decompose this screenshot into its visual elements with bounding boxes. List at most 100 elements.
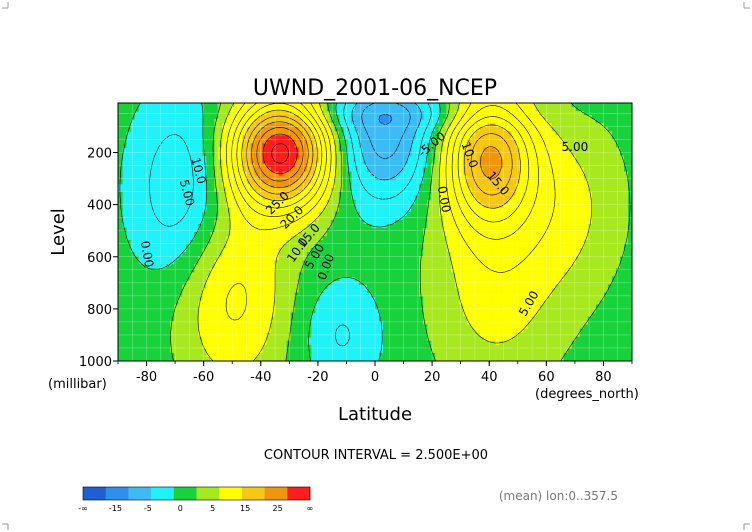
contour-cell [627, 111, 632, 116]
contour-cell [214, 147, 219, 152]
contour-cell [238, 151, 244, 157]
contour-cell [206, 256, 211, 261]
contour-cell [170, 292, 175, 298]
contour-cell [254, 232, 260, 237]
contour-cell [298, 244, 304, 249]
contour-cell [523, 288, 529, 294]
contour-cell [523, 175, 529, 181]
contour-cell [547, 244, 553, 249]
contour-cell [415, 199, 420, 205]
contour-cell [431, 131, 436, 136]
contour-cell [370, 284, 376, 290]
contour-cell [551, 195, 557, 201]
contour-cell [447, 288, 452, 294]
contour-cell [559, 147, 565, 152]
contour-cell [330, 163, 336, 169]
contour-cell [286, 143, 292, 148]
contour-cell [463, 272, 468, 277]
contour-cell [555, 159, 561, 165]
contour-cell [210, 183, 215, 189]
contour-cell [346, 187, 352, 193]
contour-cell [491, 107, 497, 112]
contour-cell [338, 219, 344, 225]
contour-cell [487, 175, 493, 181]
contour-cell [463, 284, 468, 290]
contour-cell [587, 115, 593, 120]
contour-cell [290, 171, 296, 177]
contour-cell [254, 199, 260, 205]
contour-cell [559, 107, 565, 112]
contour-cell [459, 276, 464, 281]
contour-cell [238, 232, 244, 237]
contour-cell [118, 264, 123, 269]
contour-cell [619, 211, 625, 217]
contour-cell [366, 252, 372, 257]
contour-cell [575, 236, 581, 241]
contour-cell [439, 292, 444, 298]
contour-cell [310, 183, 316, 189]
contour-cell [475, 244, 481, 249]
contour-cell [551, 288, 557, 294]
contour-cell [230, 268, 236, 273]
contour-cell [214, 143, 219, 148]
contour-cell [439, 272, 444, 277]
contour-cell [539, 252, 545, 257]
contour-cell [222, 159, 228, 165]
contour-cell [254, 107, 260, 112]
contour-cell [571, 115, 577, 120]
contour-cell [555, 127, 561, 132]
contour-cell [210, 195, 215, 201]
contour-cell [447, 131, 452, 136]
contour-cell [627, 135, 632, 140]
contour-cell [415, 248, 420, 253]
contour-cell [419, 191, 424, 197]
contour-cell [627, 147, 632, 152]
contour-cell [555, 284, 561, 290]
contour-cell [487, 143, 493, 148]
contour-cell [330, 115, 336, 120]
contour-cell [507, 119, 513, 124]
contour-cell [459, 244, 464, 249]
contour-cell [563, 264, 569, 269]
contour-cell [523, 268, 529, 273]
contour-cell [306, 195, 312, 201]
contour-cell [543, 264, 549, 269]
contour-cell [563, 252, 569, 257]
contour-cell [403, 240, 408, 245]
contour-cell [318, 159, 324, 165]
contour-cell [118, 276, 123, 281]
contour-cell [627, 191, 632, 197]
contour-cell [358, 227, 364, 233]
contour-cell [499, 227, 505, 233]
contour-cell [415, 264, 420, 269]
contour-cell [338, 127, 344, 132]
contour-cell [487, 256, 493, 261]
contour-cell [334, 199, 340, 205]
contour-cell [302, 203, 308, 209]
contour-cell [623, 248, 629, 253]
contour-cell [130, 268, 135, 273]
contour-cell [499, 195, 505, 201]
contour-cell [491, 171, 497, 177]
contour-cell [210, 179, 215, 185]
contour-cell [623, 219, 629, 225]
contour-cell [595, 131, 601, 136]
contour-cell [370, 252, 376, 257]
contour-cell [246, 276, 252, 281]
contour-cell [435, 252, 440, 257]
contour-cell [230, 244, 236, 249]
contour-cell [370, 227, 376, 233]
contour-cell [118, 111, 123, 116]
contour-cell [407, 115, 412, 120]
contour-cell [523, 272, 529, 277]
contour-cell [475, 215, 481, 221]
contour-cell [419, 280, 424, 286]
contour-cell [383, 276, 388, 281]
contour-cell [475, 276, 481, 281]
contour-cell [587, 272, 593, 277]
contour-cell [194, 240, 199, 245]
contour-cell [535, 175, 541, 181]
contour-cell [318, 171, 324, 177]
contour-cell [595, 179, 601, 185]
contour-cell [266, 236, 272, 241]
